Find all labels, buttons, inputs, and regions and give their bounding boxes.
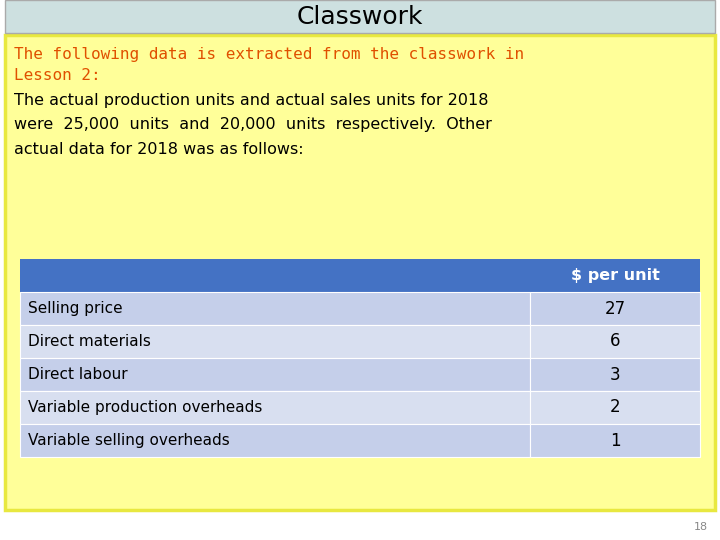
Text: Classwork: Classwork bbox=[297, 4, 423, 29]
Text: The actual production units and actual sales units for 2018: The actual production units and actual s… bbox=[14, 93, 488, 109]
FancyBboxPatch shape bbox=[5, 0, 715, 33]
FancyBboxPatch shape bbox=[530, 391, 700, 424]
Text: were  25,000  units  and  20,000  units  respectively.  Other: were 25,000 units and 20,000 units respe… bbox=[14, 118, 492, 132]
Text: 27: 27 bbox=[604, 300, 626, 318]
FancyBboxPatch shape bbox=[20, 391, 530, 424]
FancyBboxPatch shape bbox=[20, 325, 530, 358]
Text: The following data is extracted from the classwork in: The following data is extracted from the… bbox=[14, 46, 524, 62]
FancyBboxPatch shape bbox=[530, 358, 700, 391]
Text: 18: 18 bbox=[694, 522, 708, 532]
Text: Direct labour: Direct labour bbox=[28, 367, 127, 382]
FancyBboxPatch shape bbox=[530, 325, 700, 358]
Text: Variable selling overheads: Variable selling overheads bbox=[28, 433, 230, 448]
FancyBboxPatch shape bbox=[20, 424, 530, 457]
Text: $ per unit: $ per unit bbox=[570, 268, 660, 283]
Text: Variable production overheads: Variable production overheads bbox=[28, 400, 262, 415]
Text: 6: 6 bbox=[610, 333, 620, 350]
FancyBboxPatch shape bbox=[5, 35, 715, 510]
Text: Direct materials: Direct materials bbox=[28, 334, 151, 349]
FancyBboxPatch shape bbox=[20, 292, 530, 325]
FancyBboxPatch shape bbox=[20, 358, 530, 391]
Text: 3: 3 bbox=[610, 366, 621, 383]
Text: 1: 1 bbox=[610, 431, 621, 449]
FancyBboxPatch shape bbox=[530, 292, 700, 325]
Text: Selling price: Selling price bbox=[28, 301, 122, 316]
Text: actual data for 2018 was as follows:: actual data for 2018 was as follows: bbox=[14, 141, 304, 157]
FancyBboxPatch shape bbox=[20, 259, 700, 292]
Text: 2: 2 bbox=[610, 399, 621, 416]
Text: Lesson 2:: Lesson 2: bbox=[14, 69, 101, 84]
FancyBboxPatch shape bbox=[530, 424, 700, 457]
